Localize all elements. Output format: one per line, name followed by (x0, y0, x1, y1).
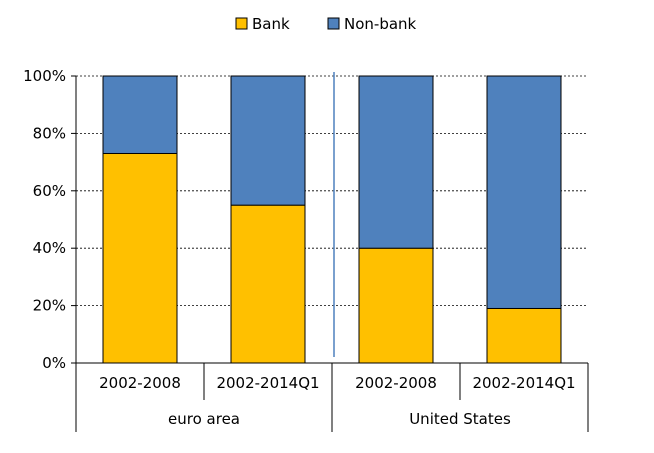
y-tick-label: 40% (33, 239, 66, 257)
legend: Bank Non-bank (235, 15, 417, 33)
bar-non-bank (230, 75, 306, 206)
category-label: 2002-2008 (355, 374, 437, 392)
group-label: United States (409, 410, 511, 428)
legend-swatch-bank (235, 17, 248, 30)
category-label: 2002-2014Q1 (216, 374, 319, 392)
y-tick-label: 100% (23, 67, 66, 85)
category-label: 2002-2008 (99, 374, 181, 392)
bar-non-bank (358, 75, 434, 249)
legend-label-non-bank: Non-bank (344, 15, 417, 33)
legend-swatch-non-bank (327, 17, 340, 30)
bar-bank (230, 204, 306, 364)
legend-label-bank: Bank (252, 15, 290, 33)
y-tick-label: 20% (33, 297, 66, 315)
y-tick-label: 0% (42, 354, 66, 372)
bar-non-bank (102, 75, 178, 154)
y-tick-label: 60% (33, 182, 66, 200)
bar-bank (486, 307, 562, 364)
x-axis-groups: euro area United States (168, 410, 511, 428)
bar-bank (358, 247, 434, 364)
y-axis-ticks: 0% 20% 40% 60% 80% 100% (23, 67, 76, 372)
bar-bank (102, 152, 178, 364)
bars (102, 75, 562, 364)
category-label: 2002-2014Q1 (472, 374, 575, 392)
group-label: euro area (168, 410, 240, 428)
x-axis-categories: 2002-2008 2002-2014Q1 2002-2008 2002-2014Q1 (75, 363, 589, 432)
y-tick-label: 80% (33, 124, 66, 142)
bar-non-bank (486, 75, 562, 309)
